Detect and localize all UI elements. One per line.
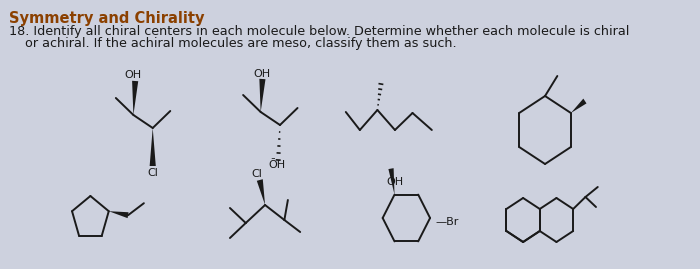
Text: ŌH: ŌH [269, 160, 286, 170]
Polygon shape [389, 168, 395, 194]
Text: Symmetry and Chirality: Symmetry and Chirality [9, 11, 204, 26]
Polygon shape [132, 81, 138, 115]
Text: 18. Identify all chiral centers in each molecule below. Determine whether each m: 18. Identify all chiral centers in each … [9, 25, 629, 38]
Text: OH: OH [253, 69, 270, 79]
Polygon shape [150, 128, 156, 166]
Text: or achiral. If the achiral molecules are meso, classify them as such.: or achiral. If the achiral molecules are… [9, 37, 456, 50]
Text: OH: OH [125, 70, 142, 80]
Polygon shape [108, 211, 129, 218]
Text: OH: OH [386, 177, 403, 187]
Polygon shape [260, 79, 265, 112]
Text: —Br: —Br [435, 217, 458, 227]
Polygon shape [571, 99, 587, 113]
Polygon shape [257, 179, 265, 205]
Text: Cl: Cl [147, 168, 158, 178]
Text: Cl: Cl [252, 169, 262, 179]
